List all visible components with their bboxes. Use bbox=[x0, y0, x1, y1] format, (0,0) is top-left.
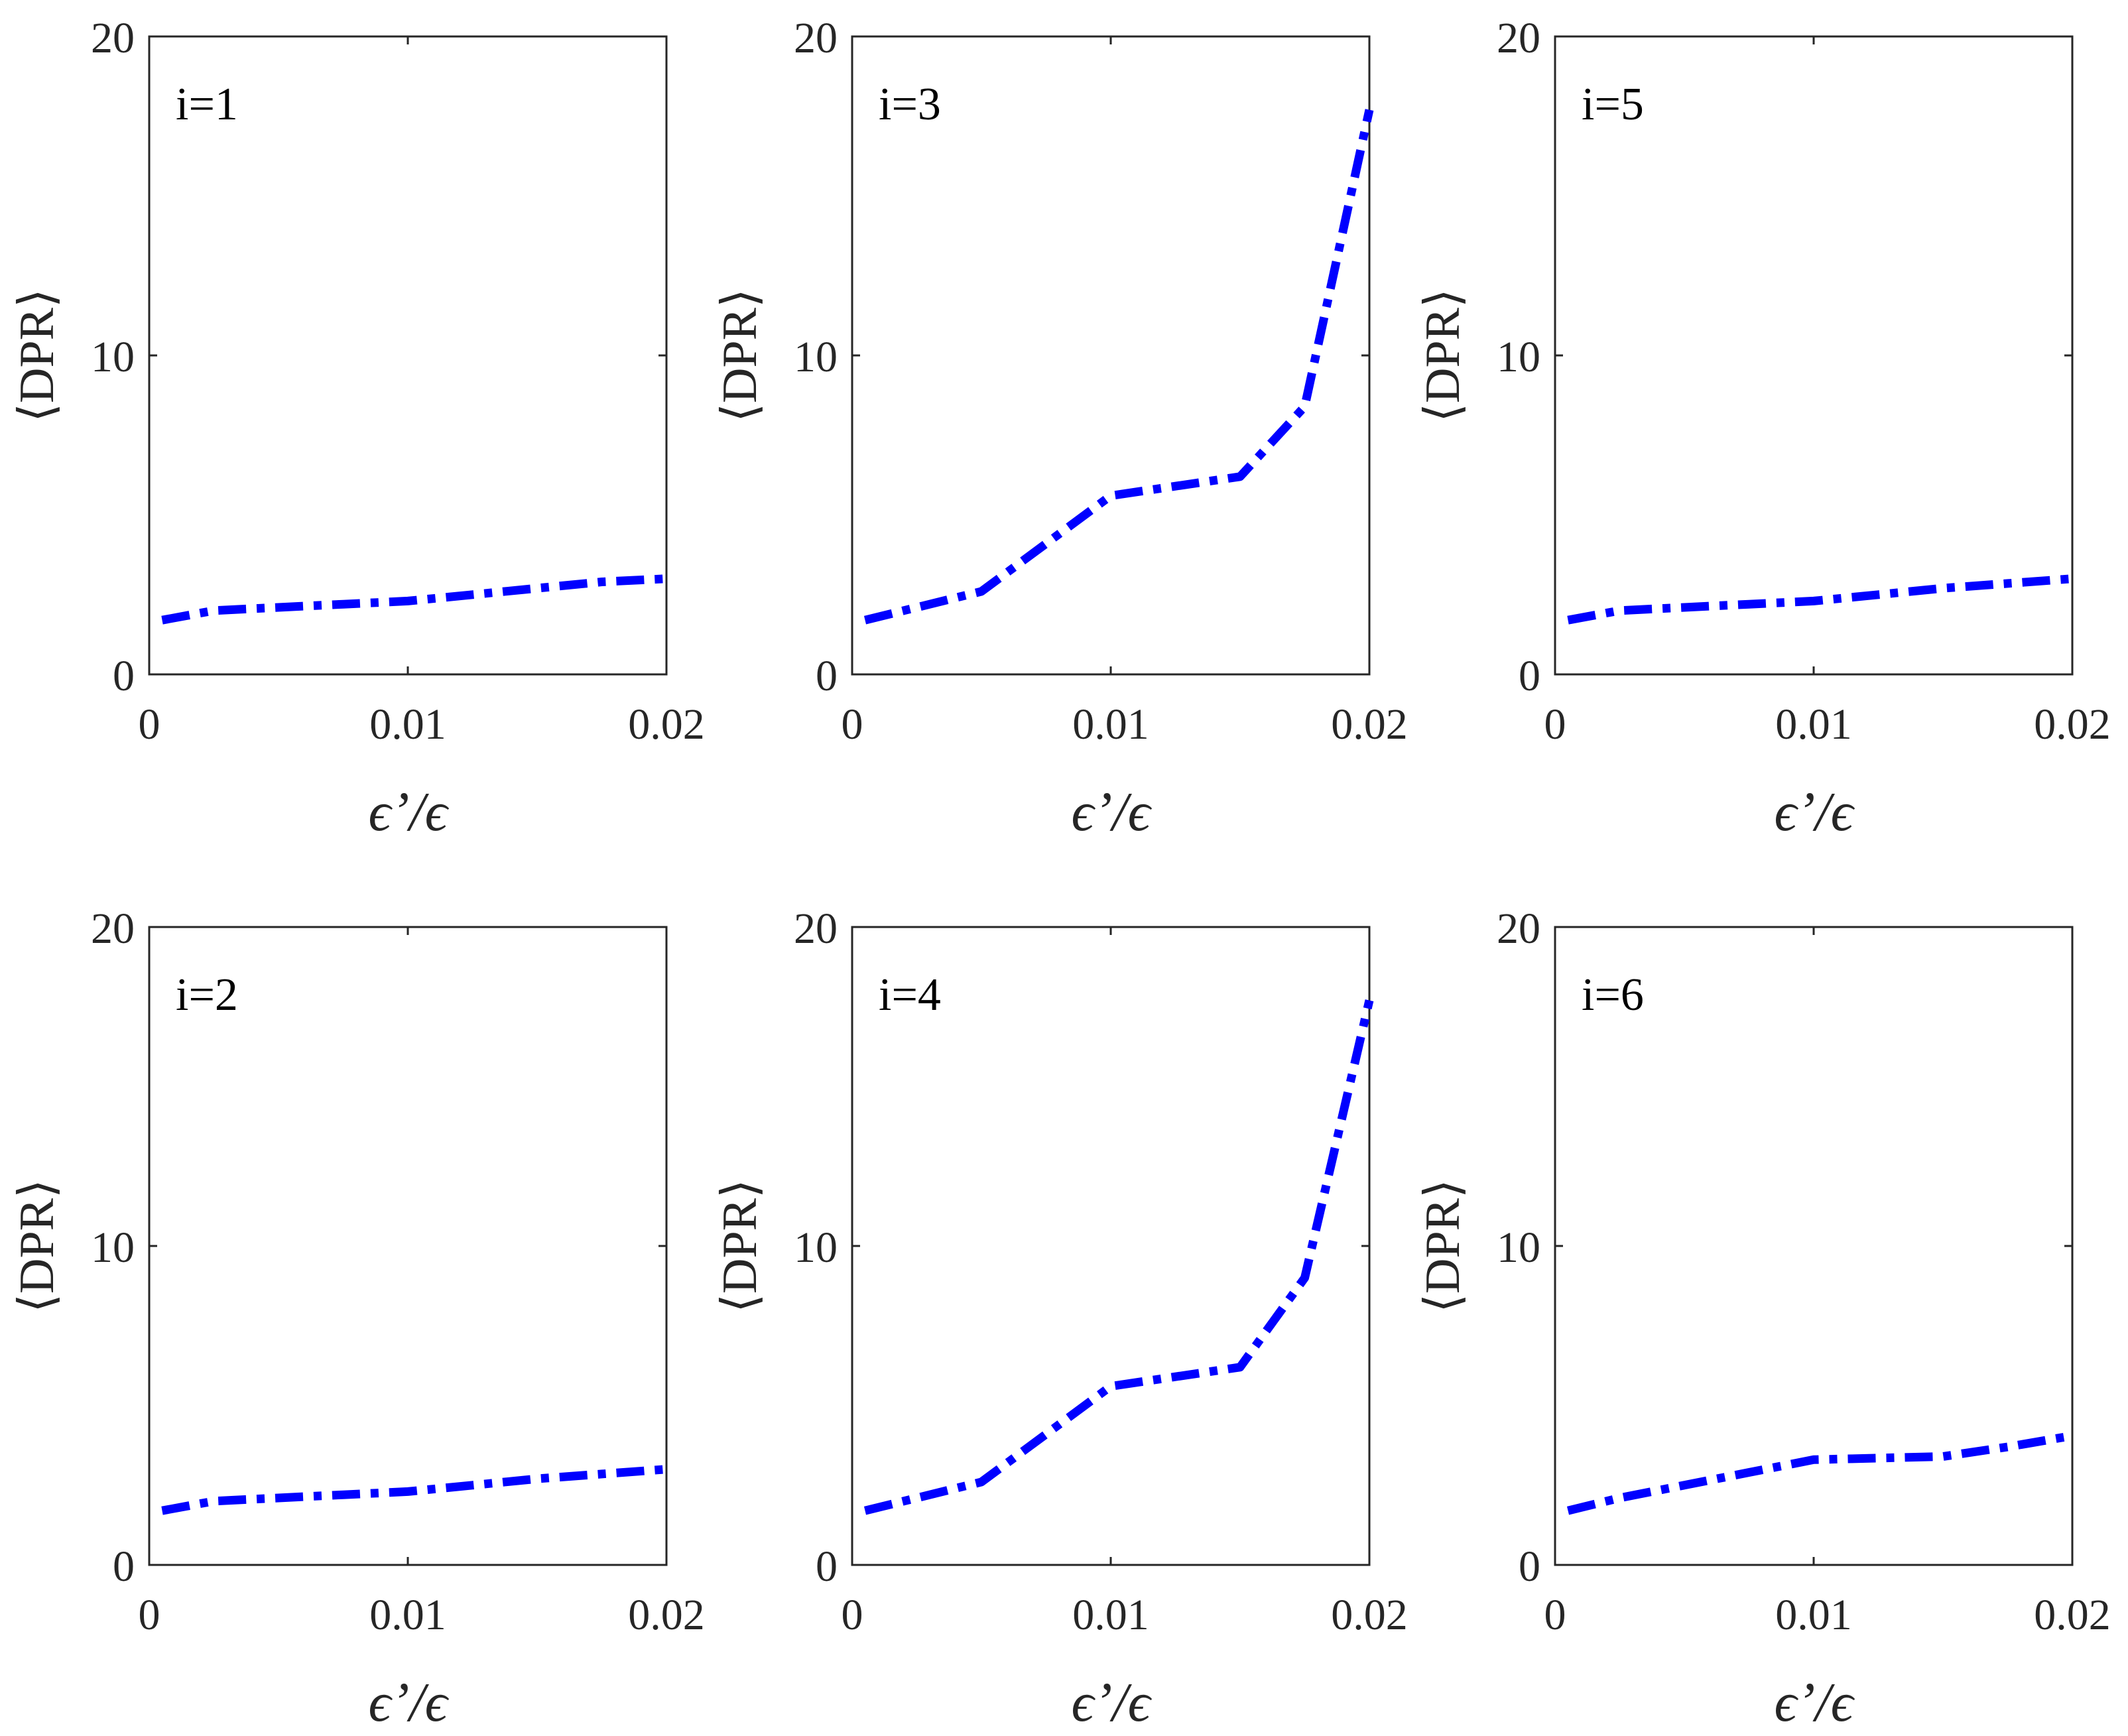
x-tick-label: 0 bbox=[1544, 1591, 1566, 1639]
axes-box bbox=[1554, 926, 2074, 1566]
x-tick-label: 0.02 bbox=[2034, 700, 2111, 749]
y-axis-label: ⟨DPR⟩ bbox=[10, 1179, 64, 1313]
chart-panel: 0 0.01 0.02 0 10 20 ϵ’/ϵ ⟨DPR⟩ i=2 bbox=[10, 904, 705, 1733]
x-tick-label: 0.02 bbox=[628, 1591, 705, 1639]
chart-panel: 0 0.01 0.02 0 10 20 ϵ’/ϵ ⟨DPR⟩ i=3 bbox=[713, 14, 1408, 843]
x-axis-label: ϵ’/ϵ bbox=[1072, 781, 1153, 843]
y-axis-label: ⟨DPR⟩ bbox=[1416, 1179, 1470, 1313]
axes-box bbox=[148, 35, 668, 676]
axes-box bbox=[851, 926, 1371, 1566]
y-axis-label: ⟨DPR⟩ bbox=[1416, 288, 1470, 422]
y-tick-label: 10 bbox=[794, 1223, 838, 1272]
x-tick-label: 0 bbox=[842, 1591, 863, 1639]
panel-label: i=4 bbox=[879, 969, 941, 1021]
x-tick-label: 0.02 bbox=[1331, 1591, 1408, 1639]
x-tick-label: 0.02 bbox=[2034, 1591, 2111, 1639]
y-tick-label: 10 bbox=[794, 333, 838, 381]
y-tick-label: 0 bbox=[816, 652, 838, 700]
y-tick-label: 20 bbox=[1497, 904, 1540, 953]
y-tick-label: 20 bbox=[1497, 14, 1540, 62]
y-axis-label: ⟨DPR⟩ bbox=[10, 288, 64, 422]
y-tick-label: 10 bbox=[1497, 333, 1540, 381]
x-tick-label: 0.01 bbox=[1072, 700, 1149, 749]
axes-box bbox=[851, 35, 1371, 676]
x-axis-label: ϵ’/ϵ bbox=[1775, 1672, 1855, 1733]
y-tick-label: 0 bbox=[816, 1542, 838, 1591]
y-tick-label: 10 bbox=[91, 1223, 135, 1272]
x-axis-label: ϵ’/ϵ bbox=[1775, 781, 1855, 843]
panel-label: i=6 bbox=[1582, 969, 1644, 1021]
axes-box bbox=[1554, 35, 2074, 676]
y-tick-label: 0 bbox=[1519, 652, 1540, 700]
x-tick-label: 0.02 bbox=[628, 700, 705, 749]
y-tick-label: 10 bbox=[91, 333, 135, 381]
axes-box bbox=[148, 926, 668, 1566]
x-axis-label: ϵ’/ϵ bbox=[1072, 1672, 1153, 1733]
x-tick-label: 0.01 bbox=[1775, 1591, 1852, 1639]
y-tick-label: 20 bbox=[91, 14, 135, 62]
x-tick-label: 0.01 bbox=[369, 700, 446, 749]
chart-panel: 0 0.01 0.02 0 10 20 ϵ’/ϵ ⟨DPR⟩ i=4 bbox=[713, 904, 1408, 1733]
panel-label: i=1 bbox=[176, 79, 238, 130]
x-tick-label: 0 bbox=[139, 700, 160, 749]
panel-label: i=3 bbox=[879, 79, 941, 130]
x-tick-label: 0.02 bbox=[1331, 700, 1408, 749]
y-tick-label: 0 bbox=[1519, 1542, 1540, 1591]
y-tick-label: 20 bbox=[794, 14, 838, 62]
x-axis-label: ϵ’/ϵ bbox=[369, 1672, 450, 1733]
panel-label: i=2 bbox=[176, 969, 238, 1021]
y-tick-label: 0 bbox=[113, 1542, 135, 1591]
x-tick-label: 0 bbox=[842, 700, 863, 749]
y-tick-label: 20 bbox=[794, 904, 838, 953]
x-tick-label: 0 bbox=[139, 1591, 160, 1639]
x-tick-label: 0.01 bbox=[1775, 700, 1852, 749]
chart-panel: 0 0.01 0.02 0 10 20 ϵ’/ϵ ⟨DPR⟩ i=1 bbox=[10, 14, 705, 843]
y-axis-label: ⟨DPR⟩ bbox=[713, 288, 767, 422]
y-tick-label: 20 bbox=[91, 904, 135, 953]
y-tick-label: 0 bbox=[113, 652, 135, 700]
y-axis-label: ⟨DPR⟩ bbox=[713, 1179, 767, 1313]
chart-panel: 0 0.01 0.02 0 10 20 ϵ’/ϵ ⟨DPR⟩ i=5 bbox=[1416, 14, 2111, 843]
x-tick-label: 0 bbox=[1544, 700, 1566, 749]
x-tick-label: 0.01 bbox=[369, 1591, 446, 1639]
x-axis-label: ϵ’/ϵ bbox=[369, 781, 450, 843]
chart-panel: 0 0.01 0.02 0 10 20 ϵ’/ϵ ⟨DPR⟩ i=6 bbox=[1416, 904, 2111, 1733]
y-tick-label: 10 bbox=[1497, 1223, 1540, 1272]
panel-label: i=5 bbox=[1582, 79, 1644, 130]
x-tick-label: 0.01 bbox=[1072, 1591, 1149, 1639]
